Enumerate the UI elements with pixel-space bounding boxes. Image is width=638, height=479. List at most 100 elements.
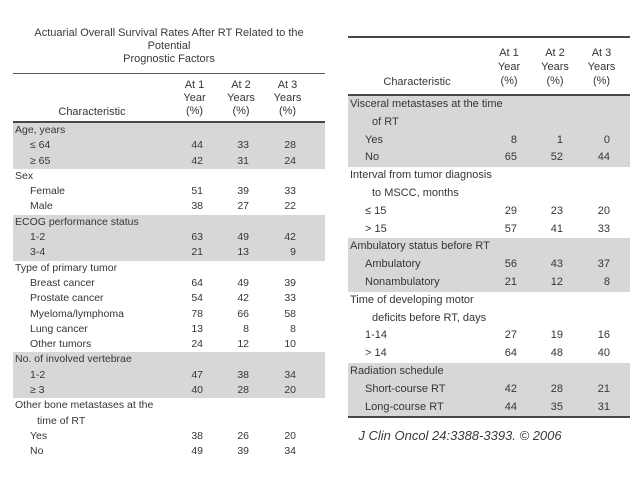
group-label-line: Other bone metastases at the [15, 399, 154, 412]
group-header-row: Radiation schedule [348, 363, 630, 381]
table-title: Actuarial Overall Survival Rates After R… [13, 27, 325, 73]
value-cell: 8 [510, 133, 517, 146]
group-label-line: Sex [15, 169, 34, 182]
table-row: Myeloma/lymphoma 78 66 58 [13, 307, 325, 322]
table-group: Radiation schedule Short-course RT 42 28 21 L… [348, 362, 630, 417]
value-cell: 27 [504, 329, 517, 342]
group-header-row: Other bone metastases at the time of RT [13, 398, 325, 429]
column-header-at3years: At 3 Years (%) [273, 79, 302, 117]
group-header-row: Visceral metastases at the time of RT [348, 96, 630, 132]
value-cell: 27 [237, 200, 249, 213]
value-cell: 8 [603, 275, 610, 288]
table-row: Lung cancer 13 8 8 [13, 322, 325, 337]
row-label: No [30, 445, 44, 458]
table-row: > 15 57 41 33 [348, 221, 630, 239]
value-cell: 49 [237, 276, 249, 289]
group-header-row: Sex [13, 169, 325, 184]
value-cell: 66 [237, 307, 249, 320]
row-label: ≤ 64 [30, 139, 51, 152]
table-group: ECOG performance status 1-2 63 49 42 3-4 21 13 9 [13, 214, 325, 261]
row-label: Nonambulatory [365, 275, 440, 288]
journal-citation: J Clin Oncol 24:3388-3393. © 2006 [358, 428, 562, 444]
value-cell: 34 [284, 445, 296, 458]
value-cell: 49 [191, 445, 203, 458]
column-header-at1year: At 1 Year (%) [497, 47, 521, 87]
group-label-line: Ambulatory status before RT [350, 240, 490, 253]
table-row: No 65 52 44 [348, 149, 630, 167]
value-cell: 29 [504, 204, 517, 217]
value-cell: 39 [237, 185, 249, 198]
group-label-line: Type of primary tumor [15, 261, 118, 274]
value-cell: 20 [284, 384, 296, 397]
value-cell: 0 [603, 133, 610, 146]
row-label: No [365, 151, 380, 164]
group-label-line: Age, years [15, 124, 66, 136]
row-label: Male [30, 200, 53, 213]
value-cell: 38 [191, 429, 203, 442]
table-header-row: Characteristic At 1 Year (%) At 2 Years … [348, 38, 630, 96]
group-label-line: ECOG performance status [15, 215, 139, 228]
column-header-characteristic: Characteristic [383, 76, 451, 88]
value-cell: 63 [191, 231, 203, 244]
value-cell: 12 [237, 338, 249, 351]
value-cell: 35 [550, 400, 563, 413]
column-header-at3years: At 3 Years (%) [587, 47, 616, 87]
value-cell: 38 [237, 368, 249, 381]
table-row: Yes 8 1 0 [348, 132, 630, 150]
group-label: Ambulatory status before RT [348, 238, 630, 256]
table-row: Short-course RT 42 28 21 [348, 381, 630, 399]
horizontal-rule [348, 36, 630, 38]
value-cell: 47 [191, 368, 203, 381]
row-label: 1-14 [365, 329, 388, 342]
value-cell: 16 [597, 329, 610, 342]
table-row: ≥ 65 42 31 24 [13, 154, 325, 169]
row-label: 1-2 [30, 368, 46, 381]
value-cell: 21 [504, 275, 517, 288]
value-cell: 33 [284, 185, 296, 198]
group-label-line: to MSCC, months [372, 186, 459, 199]
value-cell: 37 [597, 258, 610, 271]
value-cell: 44 [597, 151, 610, 164]
table-row: Breast cancer 64 49 39 [13, 276, 325, 291]
group-header-row: Interval from tumor diagnosis to MSCC, mo… [348, 167, 630, 203]
table-row: ≤ 64 44 33 28 [13, 138, 325, 153]
row-label: Myeloma/lymphoma [30, 307, 124, 320]
group-header-row: Age, years [13, 123, 325, 138]
horizontal-rule [348, 416, 630, 419]
table-row: 3-4 21 13 9 [13, 245, 325, 260]
row-label: Female [30, 185, 66, 198]
value-cell: 22 [284, 200, 296, 213]
table-group: Sex Female 51 39 33 Male 38 27 22 [13, 169, 325, 215]
table-row: Long-course RT 44 35 31 [348, 399, 630, 417]
value-cell: 65 [504, 151, 517, 164]
survival-table-right: Characteristic At 1 Year (%) At 2 Years … [348, 36, 630, 443]
group-label: Time of developing motor deficits before … [348, 292, 630, 328]
value-cell: 64 [504, 347, 517, 360]
table-header-row: Characteristic At 1 Year (%) At 2 Years … [13, 74, 325, 123]
column-header-at2years: At 2 Years (%) [227, 79, 255, 117]
value-cell: 12 [550, 275, 563, 288]
row-label: > 14 [365, 347, 387, 360]
table-row: Male 38 27 22 [13, 199, 325, 214]
value-cell: 8 [290, 322, 296, 335]
value-cell: 26 [237, 429, 249, 442]
row-label: 3-4 [30, 246, 46, 259]
value-cell: 1 [556, 133, 563, 146]
value-cell: 56 [504, 258, 517, 271]
row-label: Other tumors [30, 338, 92, 351]
value-cell: 28 [237, 384, 249, 397]
group-label-line: deficits before RT, days [372, 311, 487, 324]
table-row: 1-2 63 49 42 [13, 230, 325, 245]
column-header-at2years: At 2 Years (%) [541, 47, 569, 87]
group-label-line: Visceral metastases at the time [350, 98, 503, 110]
value-cell: 28 [284, 139, 296, 152]
row-label: 1-2 [30, 231, 46, 244]
group-header-row: Ambulatory status before RT [348, 238, 630, 256]
row-label: Breast cancer [30, 276, 95, 289]
group-label-line: time of RT [37, 414, 86, 427]
row-label: Ambulatory [365, 258, 421, 271]
value-cell: 34 [284, 368, 296, 381]
column-header-at1year: At 1 Year (%) [183, 79, 206, 117]
group-header-row: Time of developing motor deficits before … [348, 292, 630, 328]
value-cell: 21 [191, 246, 203, 259]
